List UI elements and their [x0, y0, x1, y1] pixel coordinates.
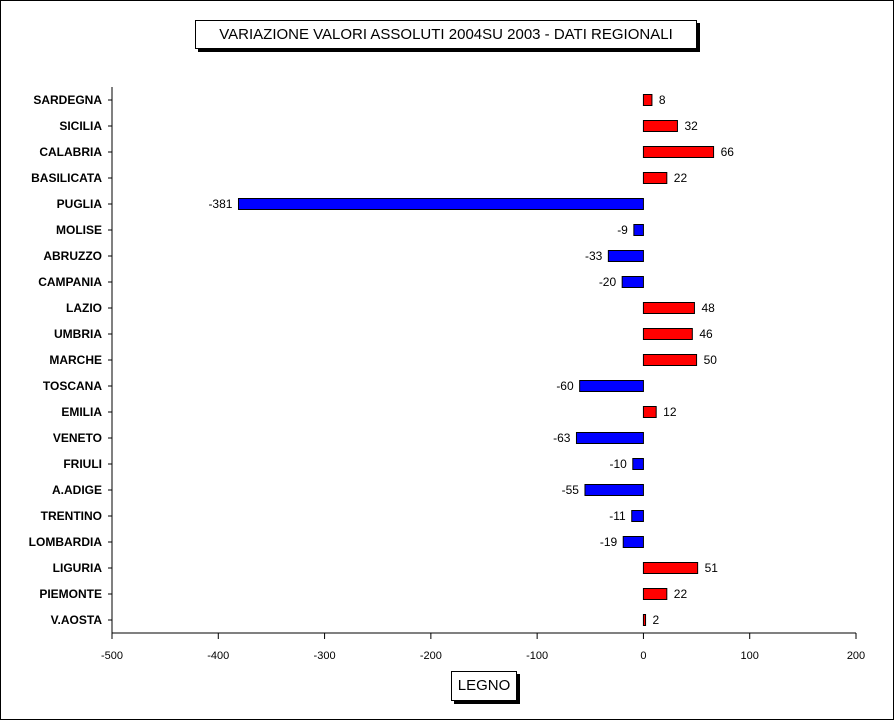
x-tick-label: 200 [847, 650, 865, 662]
category-label: CAMPANIA [38, 275, 102, 289]
category-label: SICILIA [59, 119, 102, 133]
bar [642, 94, 653, 106]
category-label: SARDEGNA [33, 93, 102, 107]
data-label: 22 [674, 587, 688, 601]
category-label: VENETO [53, 431, 102, 445]
data-label: -60 [556, 379, 574, 393]
data-label: 2 [653, 613, 660, 627]
category-label: LAZIO [66, 301, 102, 315]
data-label: 51 [705, 561, 719, 575]
category-label: TOSCANA [43, 379, 102, 393]
data-label: -10 [609, 457, 627, 471]
bar [621, 276, 644, 288]
x-axis-label: LEGNO [451, 671, 517, 701]
category-label: MOLISE [56, 223, 102, 237]
data-label: -381 [208, 197, 232, 211]
bar [622, 536, 644, 548]
data-label: 46 [699, 327, 713, 341]
x-tick-label: -400 [207, 650, 229, 662]
category-label: MARCHE [49, 353, 102, 367]
bar [575, 432, 644, 444]
category-label: LOMBARDIA [29, 535, 103, 549]
bar [607, 250, 644, 262]
bar [579, 380, 644, 392]
x-tick-label: -300 [314, 650, 336, 662]
data-label: 22 [674, 171, 688, 185]
bar [632, 458, 644, 470]
bar [642, 588, 668, 600]
bar [642, 562, 699, 574]
category-label: FRIULI [63, 457, 102, 471]
bar [631, 510, 644, 522]
category-label: LIGURIA [53, 561, 103, 575]
data-label: 50 [704, 353, 718, 367]
data-label: 48 [701, 301, 715, 315]
bar [584, 484, 644, 496]
x-tick-label: -500 [101, 650, 123, 662]
bar [642, 406, 657, 418]
data-label: -55 [562, 483, 580, 497]
category-label: TRENTINO [41, 509, 102, 523]
bar [633, 224, 644, 236]
bar [642, 614, 647, 626]
category-label: V.AOSTA [51, 613, 103, 627]
x-tick-label: -200 [420, 650, 442, 662]
category-label: CALABRIA [39, 145, 102, 159]
category-label: BASILICATA [31, 171, 102, 185]
category-label: PUGLIA [57, 197, 103, 211]
category-label: A.ADIGE [52, 483, 102, 497]
category-label: UMBRIA [54, 327, 102, 341]
category-label: PIEMONTE [39, 587, 102, 601]
data-label: 12 [663, 405, 677, 419]
data-label: 32 [684, 119, 698, 133]
bar [642, 146, 715, 158]
category-label: ABRUZZO [43, 249, 102, 263]
category-label: EMILIA [61, 405, 102, 419]
bar [642, 120, 678, 132]
chart-title: VARIAZIONE VALORI ASSOLUTI 2004SU 2003 -… [195, 20, 697, 49]
data-label: -33 [585, 249, 603, 263]
bar [642, 302, 695, 314]
data-label: -19 [600, 535, 618, 549]
data-label: -9 [617, 223, 628, 237]
data-label: 8 [659, 93, 666, 107]
bar [237, 198, 644, 210]
x-tick-label: -100 [526, 650, 548, 662]
data-label: -20 [599, 275, 617, 289]
x-tick-label: 0 [640, 650, 646, 662]
bar [642, 354, 698, 366]
bar [642, 172, 668, 184]
data-label: -11 [609, 509, 626, 523]
data-label: -63 [553, 431, 571, 445]
data-label: 66 [721, 145, 735, 159]
x-tick-label: 100 [741, 650, 759, 662]
bar [642, 328, 693, 340]
